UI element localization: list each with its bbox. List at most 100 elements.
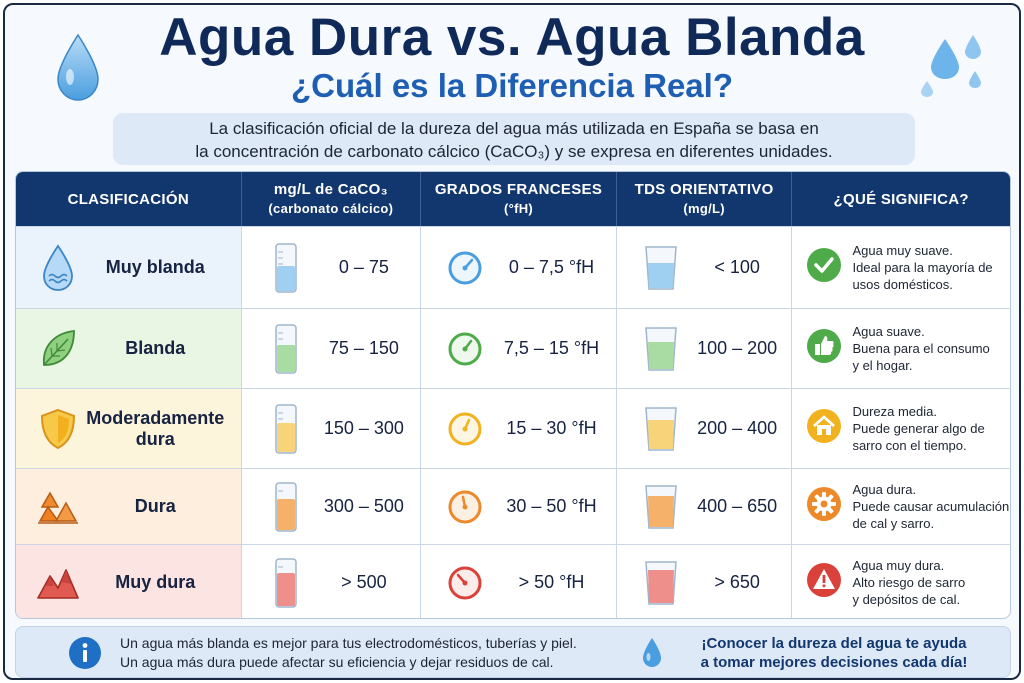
row-mgl: 75 – 150 <box>242 309 422 388</box>
glass-icon <box>639 243 683 293</box>
row-fh-value: 0 – 7,5 °fH <box>508 257 595 277</box>
gear-icon <box>806 486 842 527</box>
row-name: Dura <box>134 496 176 516</box>
row-meaning-text: Dureza media. Puede generar algo de sarr… <box>852 404 985 453</box>
leaf-icon <box>36 327 80 371</box>
header-meaning: ¿QUÉ SIGNIFICA? <box>833 190 969 208</box>
row-tds-value: > 650 <box>714 572 760 592</box>
beaker-icon <box>264 401 308 457</box>
header-french-degrees: GRADOS FRANCESES (°fH) <box>421 172 617 226</box>
row-meaning: Agua suave. Buena para el consumo y el h… <box>792 309 1010 388</box>
table-row: Moderadamente dura 150 – 300 <box>16 388 1010 468</box>
intro-line-2: la concentración de carbonato cálcico (C… <box>195 142 833 161</box>
intro-box: La clasificación oficial de la dureza de… <box>113 113 915 165</box>
row-meaning-text: Agua muy dura. Alto riesgo de sarro y de… <box>852 558 966 607</box>
row-tds: 400 – 650 <box>617 469 793 544</box>
row-tds: 200 – 400 <box>617 389 793 468</box>
row-mgl-value: 150 – 300 <box>323 418 404 438</box>
row-meaning-text: Agua dura. Puede causar acumulación de c… <box>852 482 1010 531</box>
thumbs-up-icon <box>806 328 842 369</box>
water-drop-icon <box>36 243 80 292</box>
beaker-icon <box>264 555 308 611</box>
row-fh: > 50 °fH <box>421 545 617 618</box>
glass-icon <box>639 482 683 532</box>
house-icon <box>806 408 842 449</box>
row-classification: Moderadamente dura <box>16 389 242 468</box>
row-name: Muy blanda <box>105 257 205 277</box>
row-meaning: Dureza media. Puede generar algo de sarr… <box>792 389 1010 468</box>
row-classification: Blanda <box>16 309 242 388</box>
table-row: Dura 300 – 500 <box>16 468 1010 544</box>
glass-icon <box>639 558 683 608</box>
rocks-icon <box>36 487 80 527</box>
table-row: Muy blanda 0 – 75 <box>16 226 1010 308</box>
row-meaning: Agua muy dura. Alto riesgo de sarro y de… <box>792 545 1010 618</box>
page-subtitle: ¿Cuál es la Diferencia Real? <box>290 67 733 104</box>
water-drop-icon <box>55 33 101 108</box>
row-mgl: > 500 <box>242 545 422 618</box>
water-splash-icon <box>915 31 995 106</box>
row-fh: 30 – 50 °fH <box>421 469 617 544</box>
footer-note: Un agua más blanda es mejor para tus ele… <box>120 635 577 670</box>
row-meaning: Agua muy suave. Ideal para la mayoría de… <box>792 227 1010 308</box>
beaker-icon <box>264 479 308 535</box>
info-icon <box>68 636 102 675</box>
table-row: Blanda 75 – 150 <box>16 308 1010 388</box>
mountain-icon <box>36 564 80 602</box>
header-tds: TDS ORIENTATIVO (mg/L) <box>617 172 793 226</box>
table-header: CLASIFICACIÓN mg/L de CaCO₃ (carbonato c… <box>16 172 1010 226</box>
row-mgl-value: > 500 <box>341 572 387 592</box>
row-mgl: 0 – 75 <box>242 227 422 308</box>
water-drop-icon <box>641 637 663 674</box>
row-tds-value: < 100 <box>714 257 760 277</box>
row-meaning-text: Agua muy suave. Ideal para la mayoría de… <box>852 243 993 292</box>
footer-call-to-action: ¡Conocer la dureza del agua te ayuda a t… <box>700 635 968 671</box>
gauge-icon <box>443 411 487 447</box>
row-fh: 15 – 30 °fH <box>421 389 617 468</box>
infographic-frame: Agua Dura vs. Agua Blanda ¿Cuál es la Di… <box>3 3 1021 680</box>
row-fh-value: 7,5 – 15 °fH <box>503 338 600 358</box>
row-classification: Muy blanda <box>16 227 242 308</box>
gauge-icon <box>443 250 487 286</box>
row-fh-value: 30 – 50 °fH <box>506 496 597 516</box>
row-fh-value: > 50 °fH <box>518 572 585 592</box>
gauge-icon <box>443 565 487 601</box>
table-row: Muy dura > 500 <box>16 544 1010 618</box>
row-meaning: Agua dura. Puede causar acumulación de c… <box>792 469 1010 544</box>
row-tds: 100 – 200 <box>617 309 793 388</box>
row-mgl-value: 300 – 500 <box>323 496 404 516</box>
intro-line-1: La clasificación oficial de la dureza de… <box>209 119 819 138</box>
page-title: Agua Dura vs. Agua Blanda <box>159 8 865 67</box>
row-classification: Dura <box>16 469 242 544</box>
header-classification: CLASIFICACIÓN <box>16 172 242 226</box>
shield-icon <box>36 407 80 451</box>
row-name: Moderadamente dura <box>86 407 225 449</box>
hardness-table: CLASIFICACIÓN mg/L de CaCO₃ (carbonato c… <box>15 171 1011 619</box>
glass-icon <box>639 324 683 374</box>
row-name: Blanda <box>125 338 186 358</box>
row-mgl-value: 0 – 75 <box>338 257 389 277</box>
gauge-icon <box>443 489 487 525</box>
warning-icon <box>806 562 842 603</box>
row-mgl-value: 75 – 150 <box>328 338 399 358</box>
gauge-icon <box>443 331 487 367</box>
row-tds-value: 200 – 400 <box>697 418 778 438</box>
row-tds: > 650 <box>617 545 793 618</box>
footer-box: Un agua más blanda es mejor para tus ele… <box>15 626 1011 678</box>
row-meaning-text: Agua suave. Buena para el consumo y el h… <box>852 324 990 373</box>
beaker-icon <box>264 240 308 296</box>
beaker-icon <box>264 321 308 377</box>
glass-icon <box>639 404 683 454</box>
row-mgl: 300 – 500 <box>242 469 422 544</box>
check-icon <box>806 247 842 288</box>
row-fh-value: 15 – 30 °fH <box>506 418 597 438</box>
row-classification: Muy dura <box>16 545 242 618</box>
row-tds-value: 400 – 650 <box>697 496 778 516</box>
row-tds: < 100 <box>617 227 793 308</box>
row-fh: 0 – 7,5 °fH <box>421 227 617 308</box>
header-mgl: mg/L de CaCO₃ (carbonato cálcico) <box>242 172 422 226</box>
row-name: Muy dura <box>115 572 196 592</box>
row-tds-value: 100 – 200 <box>697 338 778 358</box>
row-mgl: 150 – 300 <box>242 389 422 468</box>
row-fh: 7,5 – 15 °fH <box>421 309 617 388</box>
